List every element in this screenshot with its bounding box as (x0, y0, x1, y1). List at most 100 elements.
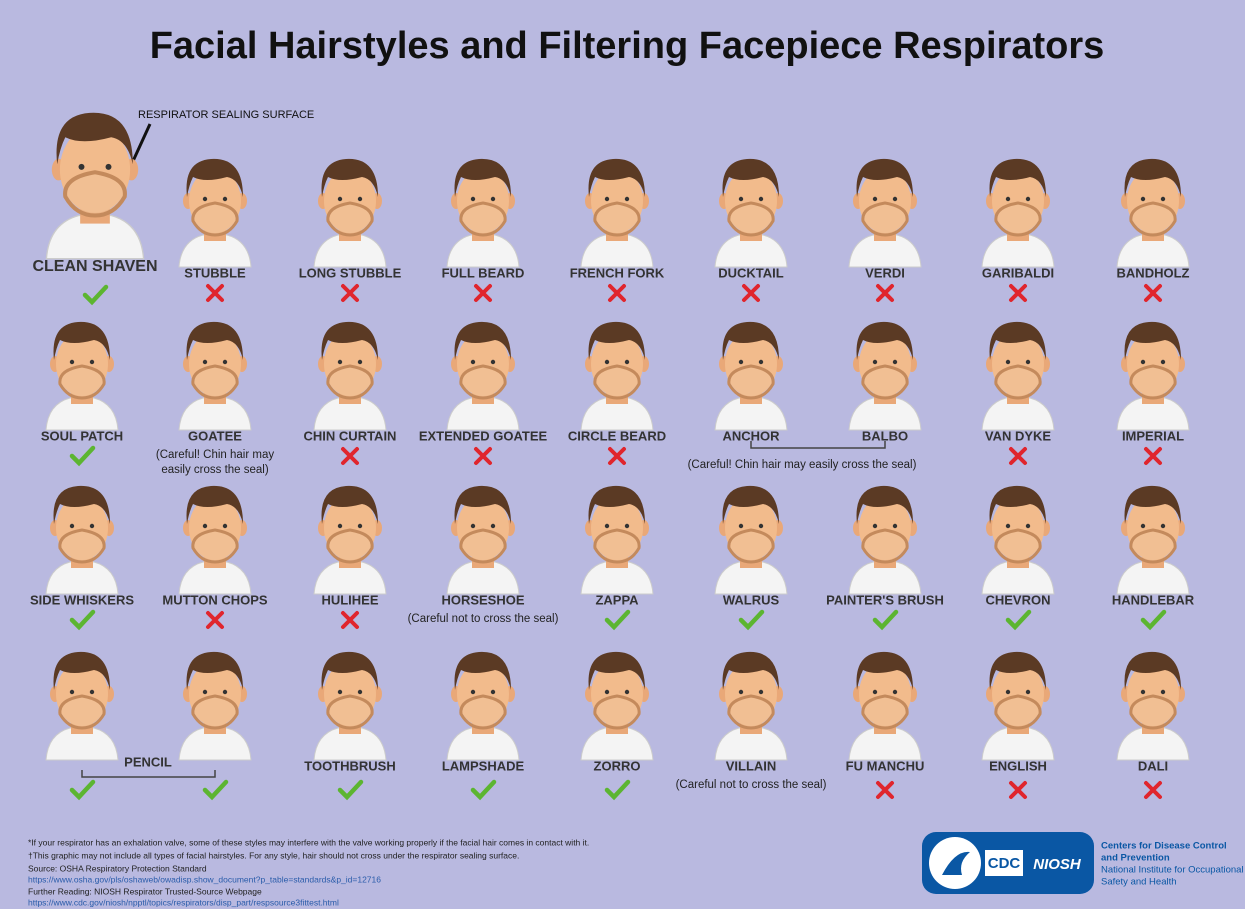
eye (1140, 689, 1146, 695)
mask (191, 364, 239, 400)
head (56, 496, 108, 560)
eye (624, 359, 630, 365)
hair (321, 158, 378, 197)
eye (357, 523, 363, 529)
eye (624, 196, 630, 202)
mask (727, 364, 775, 400)
hair (989, 321, 1046, 360)
collar (981, 727, 1055, 761)
collar (580, 561, 654, 595)
hair (186, 485, 243, 524)
eye (202, 359, 208, 365)
eye (1025, 523, 1031, 529)
cross-mark (341, 611, 359, 629)
hair (722, 651, 779, 690)
head (189, 662, 241, 726)
face-icon (580, 485, 654, 595)
face-icon (848, 158, 922, 268)
collar (446, 727, 520, 761)
eye (222, 523, 228, 529)
head (1127, 496, 1179, 560)
collar (45, 727, 119, 761)
collar (446, 234, 520, 268)
hair (588, 158, 645, 197)
style-note: (Careful! Chin hair may (156, 449, 274, 461)
hair (588, 651, 645, 690)
eye (1025, 689, 1031, 695)
mask (58, 528, 106, 564)
collar (1116, 561, 1190, 595)
hair (53, 485, 110, 524)
style-label: STUBBLE (184, 265, 246, 280)
face-icon (848, 321, 922, 431)
eye (89, 523, 95, 529)
mask (994, 694, 1042, 730)
style-label: DUCKTAIL (718, 265, 784, 280)
hair (1124, 485, 1181, 524)
eye (337, 689, 343, 695)
head (859, 169, 911, 233)
head (56, 662, 108, 726)
face-icon (981, 651, 1055, 761)
style-label: VERDI (865, 265, 905, 280)
face-icon (45, 112, 145, 260)
mask (593, 201, 641, 237)
mask (326, 364, 374, 400)
face-icon (1116, 485, 1190, 595)
face-icon (313, 158, 387, 268)
head (725, 662, 777, 726)
hair (53, 321, 110, 360)
title: Facial Hairstyles and Filtering Facepiec… (150, 25, 1105, 67)
face-icon (45, 321, 119, 431)
hair (856, 158, 913, 197)
check-mark (470, 779, 497, 801)
collar (848, 234, 922, 268)
hair (53, 651, 110, 690)
cross-mark (1144, 781, 1162, 799)
head (859, 332, 911, 396)
style-label: ENGLISH (989, 758, 1047, 773)
eye (222, 196, 228, 202)
eye (1025, 359, 1031, 365)
style-label: IMPERIAL (1122, 428, 1184, 443)
style-label: MUTTON CHOPS (162, 592, 268, 607)
head (591, 496, 643, 560)
head (591, 662, 643, 726)
footnote: *If your respirator has an exhalation va… (28, 837, 589, 847)
cross-mark (474, 284, 492, 302)
hair (186, 321, 243, 360)
head (992, 496, 1044, 560)
head (324, 496, 376, 560)
face-icon (178, 158, 252, 268)
head (591, 169, 643, 233)
head (189, 332, 241, 396)
collar (446, 561, 520, 595)
collar (446, 397, 520, 431)
eye (872, 689, 878, 695)
mask (191, 528, 239, 564)
head (324, 332, 376, 396)
head (324, 662, 376, 726)
eye (490, 359, 496, 365)
face-icon (446, 321, 520, 431)
eye (604, 689, 610, 695)
style-label: BANDHOLZ (1117, 265, 1190, 280)
face-icon (1116, 651, 1190, 761)
cross-mark (608, 284, 626, 302)
eye (758, 359, 764, 365)
eye (337, 359, 343, 365)
style-label: LONG STUBBLE (299, 265, 402, 280)
check-mark (69, 779, 96, 801)
collar (848, 727, 922, 761)
head (725, 496, 777, 560)
style-label: FU MANCHU (846, 758, 925, 773)
collar (848, 397, 922, 431)
org-line: and Prevention (1101, 853, 1170, 864)
mask (326, 528, 374, 564)
style-label: SOUL PATCH (41, 428, 123, 443)
check-mark (1005, 609, 1032, 631)
mask (459, 528, 507, 564)
hair (722, 321, 779, 360)
collar (178, 727, 252, 761)
